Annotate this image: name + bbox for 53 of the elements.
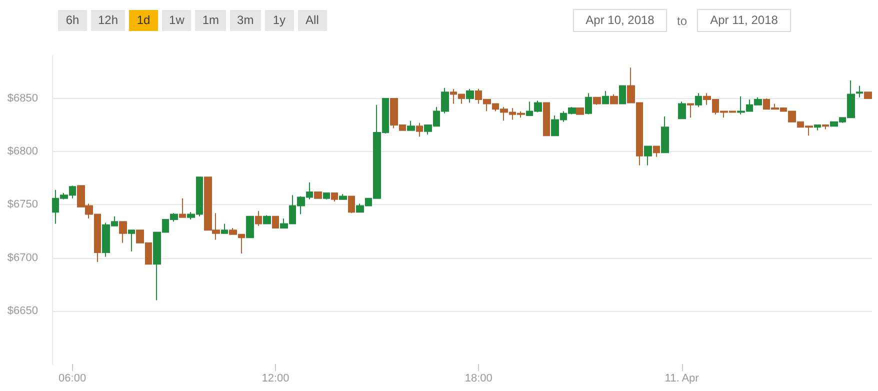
text: 3m [230,10,261,31]
text: 1d [129,10,158,31]
candlestick [255,210,262,226]
candlestick [128,230,135,252]
text: 1w [162,10,192,31]
y-tick-label: $6800 [7,146,38,158]
candlestick [576,108,584,115]
candlestick [585,92,592,115]
candlestick [466,88,474,104]
candlestick [687,103,694,118]
candlestick [119,221,127,244]
candlestick [263,214,271,224]
x-tick-label: 11. Apr [664,372,700,384]
candlestick [644,146,652,166]
candlestick [272,216,279,229]
candlestick [695,92,702,108]
candlestick [653,146,660,158]
x-tick-label: 18:00 [464,372,492,384]
y-tick-label: $6650 [7,304,38,317]
y-tick-label: $6700 [7,252,38,264]
candlestick [407,120,415,131]
candlestick [339,194,347,200]
candlestick [179,198,186,218]
candlestick [814,124,821,131]
candlestick [856,85,863,98]
candlestick [610,94,618,104]
text: All [298,10,327,31]
text: Apr 10, 2018 [573,9,667,32]
candlestick [543,102,550,136]
candlestick [314,191,322,199]
text: 1y [264,10,294,31]
text: 1m [195,10,226,31]
candlestick [822,124,829,130]
candlestick [246,216,254,238]
candlestick [416,122,423,138]
text: 12h [91,10,126,31]
text: to [677,14,688,28]
y-tick-label: $6750 [7,198,38,211]
x-tick-label: 06:00 [58,372,86,384]
y-tick-label: $6850 [7,92,38,104]
candlestick [661,116,669,154]
candlestick [331,192,338,202]
text: Apr 11, 2018 [697,9,792,32]
candlestick [221,223,228,234]
candlestick [348,196,355,214]
candlestick [678,101,686,120]
candlestick [602,90,609,104]
candlestick [323,192,330,200]
candlestick [864,92,872,99]
candlestick [593,96,601,106]
candlestick [619,85,626,104]
x-tick-label: 12:00 [262,372,290,384]
text: 6h [58,10,87,31]
